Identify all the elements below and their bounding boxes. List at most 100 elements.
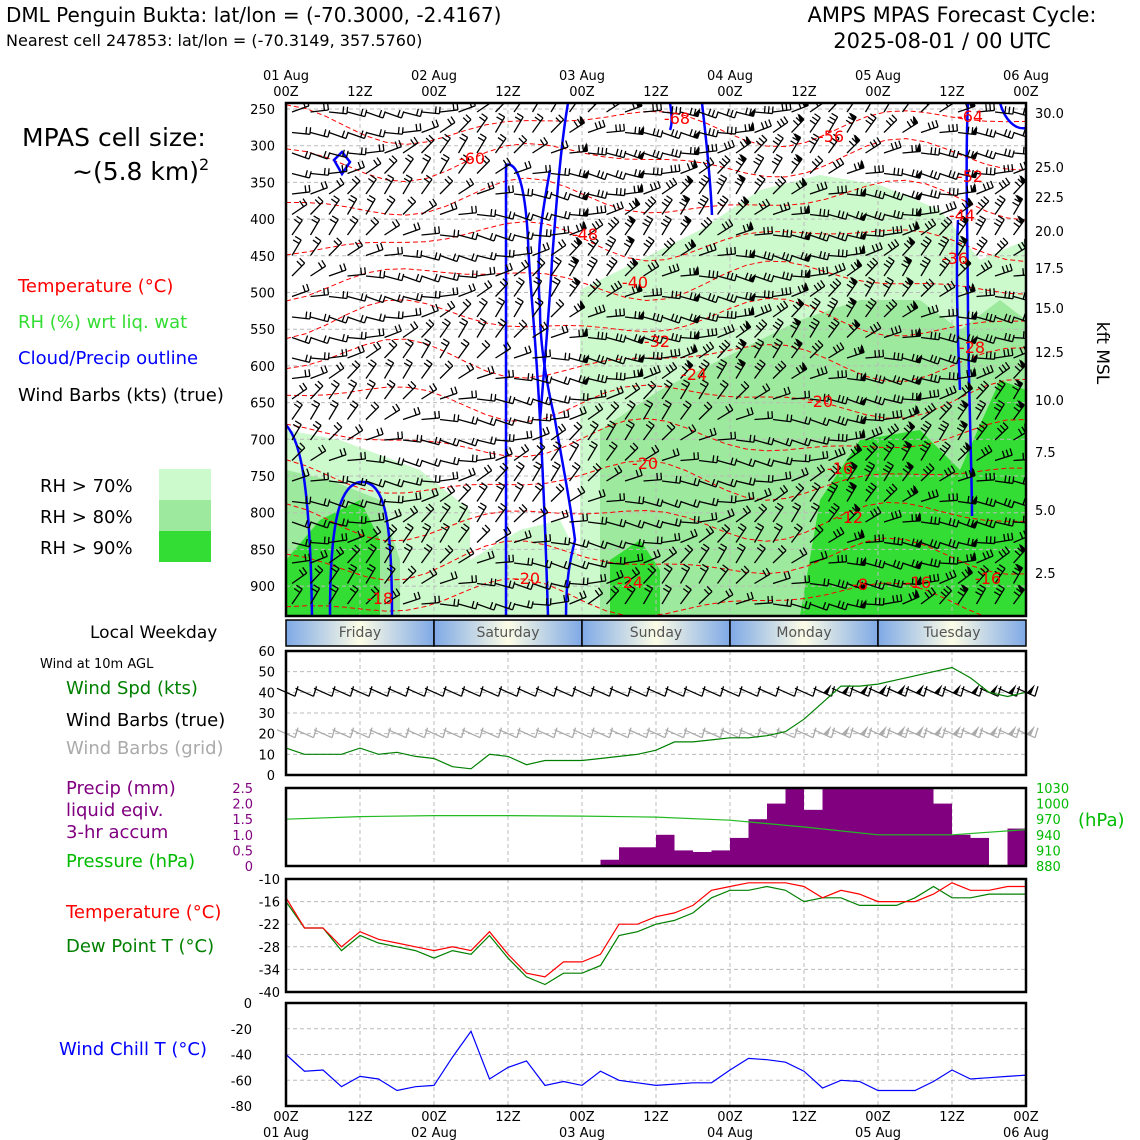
bottom-date-label: 01 Aug	[263, 1126, 309, 1140]
wind-barb	[402, 358, 413, 379]
surface-wind-barb	[572, 686, 595, 697]
wind-barb	[439, 598, 460, 607]
wind-barb	[716, 543, 728, 564]
wind-barb	[791, 297, 805, 318]
wind-barb	[920, 516, 941, 526]
wind-barb	[643, 444, 660, 462]
wind-barb	[605, 420, 617, 441]
wind-barb	[735, 591, 754, 605]
wind-ytick-label: 60	[258, 645, 275, 660]
temperature-contour	[286, 501, 1026, 542]
wind-barb	[846, 580, 867, 591]
wind-barb	[532, 321, 549, 339]
wind-barb	[679, 563, 691, 584]
pressure-ytick-label: 910	[1036, 844, 1061, 859]
wind-barb	[605, 441, 618, 461]
surface-wind-barb	[369, 727, 392, 739]
wind-barb	[809, 366, 828, 380]
temperature-contour	[286, 260, 1026, 302]
wind-barb	[346, 215, 359, 236]
wind-barb	[624, 538, 645, 548]
wind-barb	[439, 485, 456, 503]
wind-barb	[291, 257, 306, 277]
wind-barb	[569, 142, 589, 154]
wind-barb	[328, 379, 340, 400]
wind-barb	[420, 174, 433, 195]
wind-barb	[827, 133, 840, 154]
temperature-contour-label: -20	[514, 569, 540, 588]
wind-barb	[957, 495, 978, 505]
wind-barb	[828, 579, 849, 590]
wind-barb	[476, 251, 497, 261]
wind-barb	[495, 554, 515, 564]
wind-barb	[1012, 215, 1025, 236]
wind-barb	[994, 475, 1015, 485]
height-tick-label: 5.0	[1035, 504, 1056, 519]
cloud-outline	[537, 169, 577, 616]
wind-barb	[680, 452, 700, 462]
wind-barb	[513, 134, 528, 154]
wind-barb	[902, 206, 922, 217]
wind-barb	[291, 496, 312, 505]
rh70-swatch	[159, 469, 211, 500]
wind-barb	[643, 549, 661, 564]
wind-barb	[439, 229, 460, 238]
precip-bar	[896, 788, 915, 866]
wind-barb	[883, 578, 904, 589]
wind-barb	[643, 312, 664, 323]
weekday-bar: Friday Saturday Sunday Monday Tuesday	[285, 619, 1027, 647]
wind-barb	[383, 543, 395, 564]
wind-barb	[902, 511, 922, 523]
wind-barb	[458, 231, 479, 241]
wind-barb	[754, 119, 772, 134]
wind-barb	[828, 433, 848, 442]
wind-barb	[939, 569, 957, 585]
wind-barb	[310, 259, 327, 277]
wind-barb	[920, 539, 941, 550]
wind-barb	[976, 549, 994, 564]
wind-barb	[402, 434, 423, 443]
wind-barb	[827, 481, 839, 502]
wind-barb	[513, 373, 534, 382]
wind-barb	[920, 420, 932, 441]
wind-barb	[402, 174, 413, 195]
wind-barb	[994, 546, 1010, 564]
wind-barb	[957, 441, 972, 461]
wind-barb	[883, 209, 904, 220]
wind-barb	[975, 399, 987, 420]
wind-barb	[865, 349, 885, 359]
wind-barb	[384, 294, 405, 304]
wind-barb	[920, 573, 940, 585]
top-hour-label: 12Z	[643, 85, 669, 100]
wind-barb	[346, 379, 358, 400]
bottom-hour-label: 00Z	[569, 1110, 595, 1125]
wind-barb	[809, 436, 830, 445]
wind-barb	[383, 379, 396, 400]
temperature-contour	[286, 378, 1026, 423]
wind-barb	[291, 567, 308, 585]
wind-barb	[291, 553, 311, 564]
wind-barb	[883, 256, 895, 277]
wind-barb	[902, 236, 916, 256]
wind-barb	[365, 512, 385, 523]
wind-barb	[828, 394, 849, 405]
surface-wind-barb	[276, 727, 299, 739]
wind-barb	[532, 559, 553, 569]
wind-barb	[568, 461, 581, 482]
wind-barb	[698, 497, 719, 507]
wind-barb	[698, 512, 718, 523]
wind-barb	[495, 526, 512, 544]
wind-barb	[735, 523, 747, 543]
wind-barb	[624, 310, 645, 320]
wind-barb	[975, 236, 988, 256]
wind-barb	[365, 455, 386, 464]
surface-wind-barb	[461, 686, 484, 697]
weekday-cell	[877, 619, 1027, 647]
wind-barb	[1013, 174, 1026, 195]
wind-barb	[754, 290, 774, 299]
wind-barb	[864, 461, 876, 482]
wind-barb	[883, 352, 904, 361]
wind-barb	[587, 278, 602, 297]
wind-barb	[550, 103, 558, 113]
wind-barb	[291, 354, 312, 364]
